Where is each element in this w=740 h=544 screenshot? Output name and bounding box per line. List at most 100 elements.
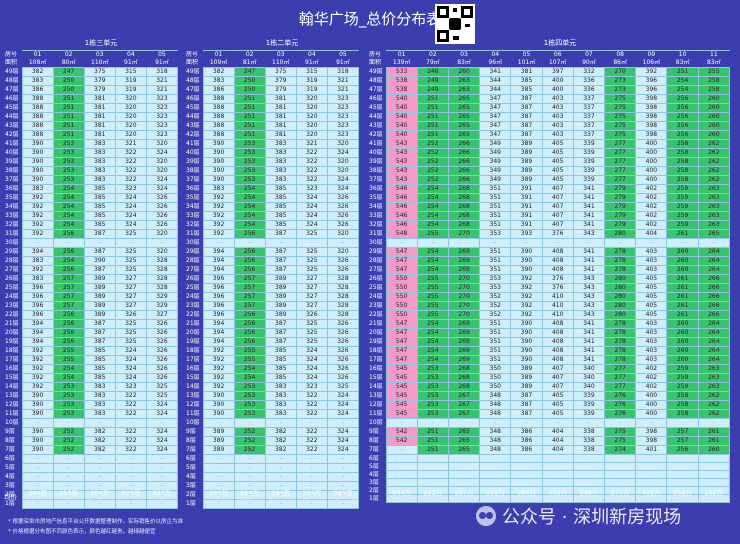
price-cell: 410 <box>541 301 574 311</box>
price-cell: 385 <box>264 184 297 194</box>
price-cell: - <box>202 463 235 473</box>
price-cell: 387 <box>83 247 116 257</box>
price-cell <box>385 478 418 487</box>
table-row: 16层 392 254 385 324 326 <box>4 364 179 374</box>
floor-label: 32层 <box>368 220 386 230</box>
table-row: 7层 390 252 382 322 324 <box>4 445 179 455</box>
price-cell: 315 <box>114 67 147 77</box>
price-cell: 269 <box>447 247 481 257</box>
table-row: 3层 <box>368 478 731 487</box>
price-cell: - <box>21 454 54 464</box>
unit-area: 80㎡ <box>53 59 85 68</box>
price-cell: 543 <box>385 148 418 158</box>
price-cell: 254 <box>52 364 85 374</box>
price-cell: 259 <box>666 202 699 212</box>
price-cell: 252 <box>233 445 266 455</box>
floor-label: 28层 <box>185 256 203 266</box>
price-cell: 255 <box>52 355 85 365</box>
floor-label: 24层 <box>4 292 22 302</box>
price-cell: 277 <box>604 175 637 185</box>
price-cell: 341 <box>572 346 606 356</box>
floor-label: 8层 <box>368 436 386 446</box>
price-cell <box>385 462 418 471</box>
avg-price-cell: 253万 31858元/㎡ <box>417 490 448 504</box>
price-cell: 389 <box>510 364 543 374</box>
price-cell: 258 <box>666 400 699 410</box>
price-cell: 259 <box>666 193 699 203</box>
unit-area: 83㎡ <box>666 59 699 68</box>
price-cell: 336 <box>572 76 606 86</box>
floor-label: 14层 <box>185 382 203 392</box>
table-row: 24层 396 257 389 327 329 <box>4 292 179 302</box>
price-cell: 326 <box>145 364 179 374</box>
floor-label: 19层 <box>368 337 386 347</box>
floor-label: 35层 <box>368 193 386 203</box>
price-cell: 400 <box>635 409 668 419</box>
price-cell: 255 <box>416 292 449 302</box>
floor-label: 16层 <box>185 364 203 374</box>
price-cell: 253 <box>416 400 449 410</box>
price-cell: 254 <box>416 355 449 365</box>
price-cell: 398 <box>635 436 668 446</box>
price-cell: 268 <box>447 364 481 374</box>
floor-label: 31层 <box>368 229 386 239</box>
price-cell: 405 <box>635 301 668 311</box>
price-cell: 247 <box>52 67 85 77</box>
price-cell: 324 <box>295 373 328 383</box>
unit-header-label: 房号 <box>185 50 203 59</box>
price-cell: 322 <box>114 148 147 158</box>
price-cell: 543 <box>385 139 418 149</box>
price-cell: 277 <box>604 157 637 167</box>
price-cell: 389 <box>83 274 116 284</box>
table-row: 4层 <box>368 470 731 479</box>
area-header-label: 面积 <box>185 59 203 68</box>
price-cell: 324 <box>326 175 360 185</box>
price-cell: 383 <box>264 157 297 167</box>
price-cell: 254 <box>52 220 85 230</box>
table-row: 17层 547 254 269 351 390 408 341 278 403 260 264 <box>368 355 731 365</box>
price-cell: 390 <box>202 148 235 158</box>
price-cell: 268 <box>447 382 481 392</box>
price-cell: 388 <box>202 94 235 104</box>
price-cell: 388 <box>21 103 54 113</box>
floor-label: 26层 <box>185 274 203 284</box>
price-cell: 325 <box>114 247 147 257</box>
price-cell: 256 <box>666 130 699 140</box>
table-row: 29层 394 256 387 325 320 <box>4 247 179 257</box>
price-cell: 253 <box>233 148 266 158</box>
price-cell: 546 <box>385 220 418 230</box>
price-cell: 396 <box>635 76 668 86</box>
price-cell: 267 <box>447 391 481 401</box>
avg-price-cell: 384万 34725元/㎡ <box>265 490 296 504</box>
table-row: 18层 547 254 269 351 390 408 341 278 403 260 264 <box>368 346 731 356</box>
table-row: 2层 - - - - - <box>4 490 179 500</box>
price-cell: 545 <box>385 391 418 401</box>
price-cell: 383 <box>21 184 54 194</box>
price-cell: 259 <box>666 220 699 230</box>
avg-unit-price: 32077元/㎡ <box>606 497 634 503</box>
table-row: 46层 540 251 265 347 387 403 337 275 398 256 260 <box>368 94 731 104</box>
floor-label: 20层 <box>368 328 386 338</box>
price-cell: 389 <box>264 301 297 311</box>
price-cell: - <box>604 418 637 428</box>
avg-total-price: 390万 <box>28 489 47 497</box>
price-cell: 351 <box>479 337 512 347</box>
floor-label: 43层 <box>4 121 22 131</box>
price-cell: 382 <box>83 445 116 455</box>
price-cell: 376 <box>541 283 574 293</box>
price-cell: 324 <box>114 202 147 212</box>
price-cell: 387 <box>510 409 543 419</box>
price-cell: 329 <box>145 292 179 302</box>
table-row: 3层 - - - - - <box>185 481 360 491</box>
price-cell: 269 <box>447 328 481 338</box>
floor-label: 14层 <box>4 382 22 392</box>
unit-number: 05 <box>510 50 543 59</box>
price-cell: 390 <box>202 391 235 401</box>
floor-label: 8层 <box>4 436 22 446</box>
unit-area: 81㎡ <box>234 59 266 68</box>
table-row: 14层 392 253 383 323 325 <box>185 382 360 392</box>
price-cell: 275 <box>604 130 637 140</box>
price-cell: 390 <box>510 355 543 365</box>
floor-label: 8层 <box>185 436 203 446</box>
price-cell: 389 <box>264 274 297 284</box>
